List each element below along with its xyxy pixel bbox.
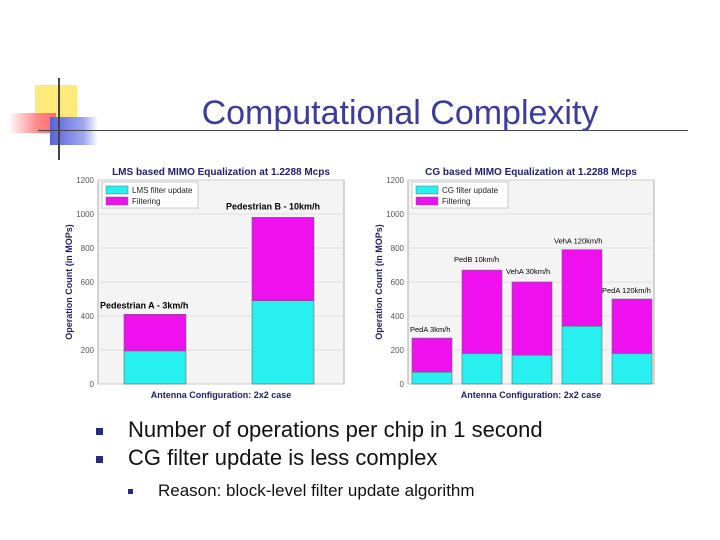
legend-label: CG filter update xyxy=(442,186,499,195)
bar-segment xyxy=(251,300,315,385)
bar-segment xyxy=(123,350,187,385)
y-tick-label: 600 xyxy=(391,278,405,287)
lms-chart: LMS based MIMO Equalization at 1.2288 Mc… xyxy=(52,164,348,400)
decor-red-bar xyxy=(8,113,56,133)
decor-vertical-line xyxy=(58,78,60,160)
cg-chart-svg: CG based MIMO Equalization at 1.2288 Mcp… xyxy=(374,167,655,400)
bar-segment xyxy=(411,337,453,373)
bullet-marker xyxy=(96,456,103,463)
bullet-text: CG filter update is less complex xyxy=(128,445,438,470)
category-label: Pedestrian A - 3km/h xyxy=(100,300,188,310)
legend-label: Filtering xyxy=(442,197,470,206)
slide-title: Computational Complexity xyxy=(201,94,599,132)
chart-title: CG based MIMO Equalization at 1.2288 Mcp… xyxy=(425,167,637,178)
y-tick-label: 1200 xyxy=(76,176,94,185)
y-tick-label: 200 xyxy=(81,346,95,355)
bullet-list: Number of operations per chip in 1 secon… xyxy=(96,416,543,472)
bar-segment xyxy=(411,371,453,385)
category-label: PedA 3km/h xyxy=(410,325,450,334)
legend-label: Filtering xyxy=(132,197,160,206)
x-axis-label: Antenna Configuration: 2x2 case xyxy=(151,390,292,400)
y-tick-label: 0 xyxy=(400,380,405,389)
bar-segment xyxy=(611,298,653,354)
category-label: PedA 120km/h xyxy=(602,286,651,295)
bullet-marker xyxy=(96,428,103,435)
y-tick-label: 400 xyxy=(391,312,405,321)
y-tick-label: 1200 xyxy=(386,176,404,185)
y-tick-label: 200 xyxy=(391,346,405,355)
bullet-text: Number of operations per chip in 1 secon… xyxy=(128,417,543,442)
y-axis-label: Operation Count (in MOPs) xyxy=(374,224,384,340)
y-tick-label: 800 xyxy=(391,244,405,253)
sub-bullet-marker xyxy=(128,489,133,494)
y-tick-label: 1000 xyxy=(386,210,404,219)
cg-chart: CG based MIMO Equalization at 1.2288 Mcp… xyxy=(370,164,670,400)
x-axis-label: Antenna Configuration: 2x2 case xyxy=(461,390,602,400)
category-label: VehA 120km/h xyxy=(554,237,602,246)
category-label: PedB 10km/h xyxy=(454,255,499,264)
bar-segment xyxy=(461,269,503,354)
legend-swatch xyxy=(415,185,439,195)
legend-swatch xyxy=(105,196,129,206)
sub-bullet-item: Reason: block-level filter update algori… xyxy=(128,480,475,502)
bar-segment xyxy=(511,281,553,356)
bar-segment xyxy=(123,314,187,352)
sub-bullet-text: Reason: block-level filter update algori… xyxy=(158,481,475,500)
legend-swatch xyxy=(105,185,129,195)
bar-segment xyxy=(461,353,503,385)
y-axis-label: Operation Count (in MOPs) xyxy=(64,224,74,340)
lms-chart-svg: LMS based MIMO Equalization at 1.2288 Mc… xyxy=(64,167,345,400)
legend-label: LMS filter update xyxy=(132,186,193,195)
y-tick-label: 0 xyxy=(90,380,95,389)
y-tick-label: 1000 xyxy=(76,210,94,219)
bullet-item: Number of operations per chip in 1 secon… xyxy=(96,416,543,444)
bar-segment xyxy=(611,353,653,385)
bullet-item: CG filter update is less complex xyxy=(96,444,543,472)
chart-title: LMS based MIMO Equalization at 1.2288 Mc… xyxy=(112,167,330,178)
legend-swatch xyxy=(415,196,439,206)
bar-segment xyxy=(561,325,603,385)
category-label: Pedestrian B - 10km/h xyxy=(226,201,320,211)
decor-horizontal-line xyxy=(38,130,688,131)
category-label: VehA 30km/h xyxy=(506,267,550,276)
bar-segment xyxy=(561,249,603,327)
y-tick-label: 400 xyxy=(81,312,95,321)
sub-bullet-list: Reason: block-level filter update algori… xyxy=(128,480,475,502)
bar-segment xyxy=(251,217,315,302)
y-tick-label: 600 xyxy=(81,278,95,287)
bar-segment xyxy=(511,354,553,385)
y-tick-label: 800 xyxy=(81,244,95,253)
